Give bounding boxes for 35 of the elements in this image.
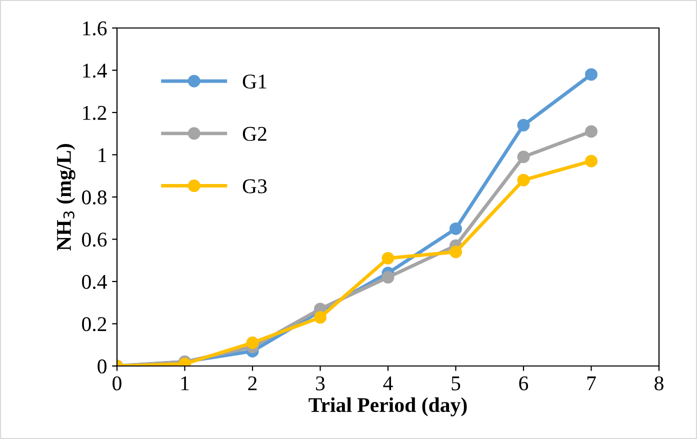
x-axis-title: Trial Period (day) [308,397,467,416]
y-tick-label: 1.2 [83,106,106,120]
point [517,118,530,132]
x-tick-label: 2 [248,376,257,390]
legend-label: G1 [242,74,266,89]
x-tick-label: 6 [519,376,528,390]
legend-label: G2 [242,126,266,141]
y-tick-label: 0 [98,359,106,374]
x-tick-label: 0 [112,376,122,390]
y-tick-label: 0.8 [82,190,106,205]
y-tick-label: 0.2 [82,317,106,332]
y-axis-title: NH$_{3}$ (mg/L) [56,144,76,251]
point [585,125,598,138]
y-tick-label: 1.4 [83,64,107,78]
point [585,68,598,81]
x-tick-label: 4 [383,376,393,390]
point [314,311,326,324]
point [450,246,462,258]
point [382,271,394,284]
x-tick-label: 3 [316,376,325,390]
x-tick-label: 5 [452,376,460,390]
point [382,252,394,265]
y-tick-label: 0.4 [82,274,107,290]
point [517,174,530,186]
x-tick-label: 1 [181,376,189,390]
point [585,154,598,168]
point [450,222,462,235]
y-tick-label: 1.6 [83,21,107,36]
point [246,336,259,350]
x-tick-label: 7 [587,376,596,390]
legend-label: G3 [242,179,267,194]
y-tick-label: 1 [98,148,106,162]
point [517,150,530,164]
x-tick-label: 8 [654,376,664,390]
y-tick-label: 0.6 [82,232,107,247]
